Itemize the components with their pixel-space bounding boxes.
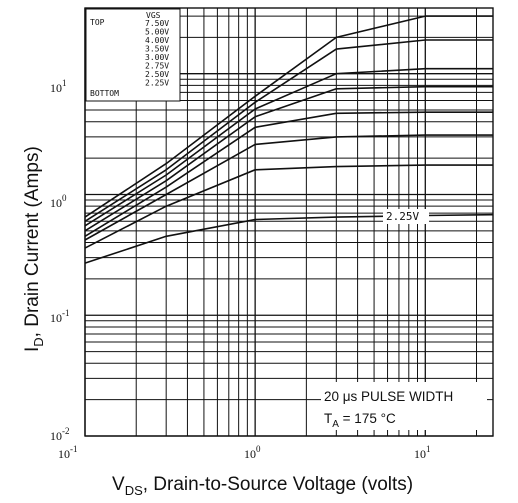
series-3-00v (84, 111, 493, 237)
series-4-00v (84, 67, 493, 227)
legend-box: VGS TOP BOTTOM 7.50V5.00V4.00V3.50V3.00V… (85, 8, 181, 102)
series-2-25v (84, 213, 494, 264)
legend-entry-5: 2.75V (145, 62, 169, 71)
legend-entry-4: 3.00V (145, 53, 169, 62)
plot-frame (84, 7, 494, 437)
legend-entry-3: 3.50V (145, 45, 169, 54)
series-2-75v (84, 134, 493, 241)
legend-entry-2: 4.00V (145, 36, 169, 45)
series-5-00v (84, 39, 493, 222)
conditions-note: 20 μs PULSE WIDTH TA = 175 °C (321, 382, 487, 430)
legend-entry-7: 2.25V (145, 79, 169, 88)
temperature-note: TA = 175 °C (324, 411, 396, 430)
legend-header: VGS (146, 11, 161, 20)
legend-entry-0: 7.50V (145, 19, 169, 28)
callout-2-25v: 2.25V (386, 210, 419, 223)
legend-bottom-label: BOTTOM (90, 89, 119, 98)
pulse-width-note: 20 μs PULSE WIDTH (324, 389, 453, 404)
legend-top-label: TOP (90, 18, 105, 27)
legend-entry-1: 5.00V (145, 28, 169, 37)
y-axis-label: ID, Drain Current (Amps) (22, 146, 46, 352)
vgs-callout: 2.25V (383, 209, 429, 224)
series-3-50v (84, 85, 493, 232)
x-axis-label: VDS, Drain-to-Source Voltage (volts) (112, 474, 413, 498)
series-7-50v (84, 15, 493, 218)
series-2-50v (84, 164, 493, 249)
series-curves (84, 15, 494, 264)
legend-entry-6: 2.50V (145, 70, 169, 79)
